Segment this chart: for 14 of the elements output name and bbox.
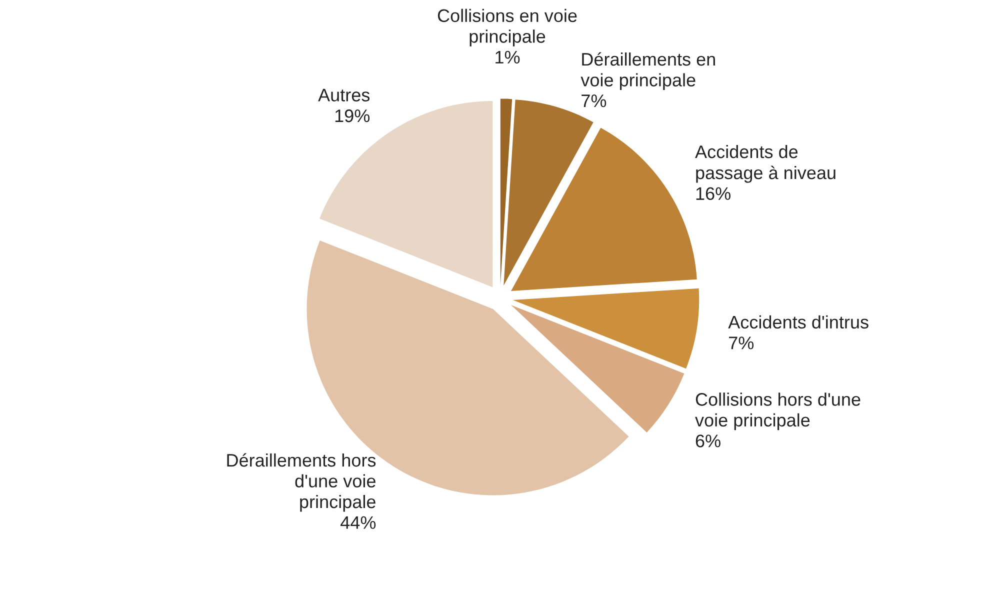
data-label: 1%: [496, 50, 520, 64]
data-label: 19%: [335, 109, 370, 122]
slice-label: Déraillements en voie principale: [580, 52, 715, 90]
slice-label: Accidents d'intrus: [728, 315, 868, 329]
slice-label: Collisions hors d'une voie principale: [695, 392, 860, 430]
data-label: 7%: [729, 336, 754, 350]
slice-label: Autres: [318, 88, 370, 102]
slice-label: Accidents de passage à niveau: [695, 144, 836, 183]
data-label: 16%: [696, 187, 730, 200]
slice-label: Déraillements hors d'une voie principale: [227, 453, 376, 512]
data-label: 6%: [696, 434, 720, 448]
slice-label: Collisions en voie principale: [438, 8, 577, 46]
data-label: 7%: [582, 94, 606, 108]
data-label: 44%: [340, 516, 376, 529]
